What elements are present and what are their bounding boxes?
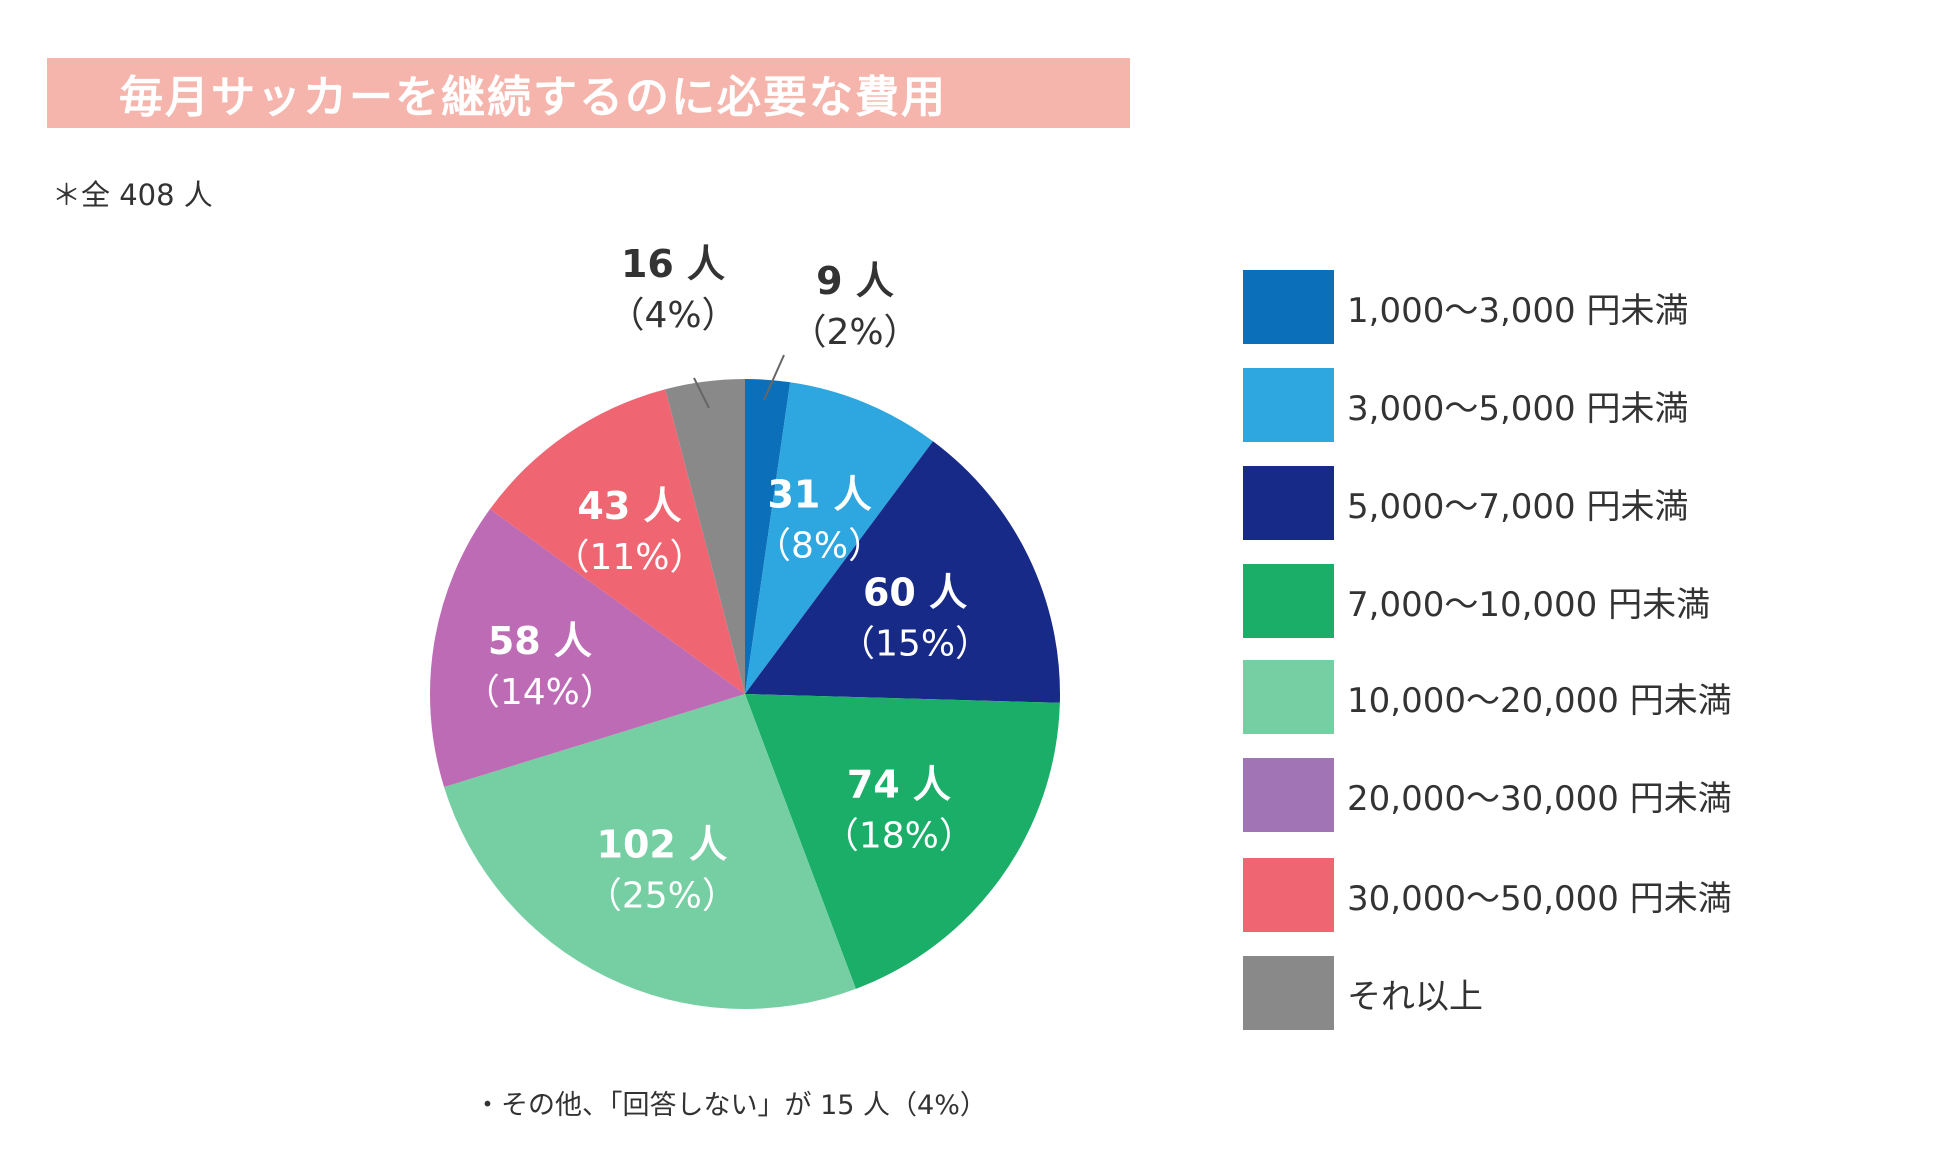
legend-label: 10,000〜20,000 円未満 bbox=[1347, 680, 1732, 721]
slice-count-label: 9 人 bbox=[816, 259, 894, 303]
slice-percent-label: （18%） bbox=[823, 816, 975, 857]
legend-swatch bbox=[1243, 758, 1334, 832]
total-respondents-note: ＊全 408 人 bbox=[52, 178, 213, 212]
legend-swatch bbox=[1243, 270, 1334, 344]
slice-percent-label: （25%） bbox=[586, 876, 738, 917]
pie-slice bbox=[745, 379, 791, 694]
leader-line bbox=[693, 377, 710, 409]
slice-count-label: 60 人 bbox=[863, 571, 967, 615]
legend-swatch bbox=[1243, 368, 1334, 442]
legend-item: 1,000〜3,000 円未満 bbox=[1243, 270, 1688, 344]
pie-slice bbox=[490, 389, 745, 694]
legend-item: それ以上 bbox=[1243, 956, 1483, 1030]
legend-swatch bbox=[1243, 858, 1334, 932]
legend-item: 7,000〜10,000 円未満 bbox=[1243, 564, 1710, 638]
pie-slice bbox=[745, 441, 1060, 703]
legend-item: 20,000〜30,000 円未満 bbox=[1243, 758, 1732, 832]
legend-swatch bbox=[1243, 956, 1334, 1030]
slice-percent-label: （15%） bbox=[839, 624, 991, 665]
legend-item: 10,000〜20,000 円未満 bbox=[1243, 660, 1732, 734]
legend-label: 5,000〜7,000 円未満 bbox=[1347, 486, 1689, 527]
legend-swatch bbox=[1243, 564, 1334, 638]
slice-percent-label: （14%） bbox=[464, 672, 616, 713]
legend-label: 7,000〜10,000 円未満 bbox=[1347, 584, 1711, 625]
legend-swatch bbox=[1243, 660, 1334, 734]
legend-item: 30,000〜50,000 円未満 bbox=[1243, 858, 1732, 932]
pie-slice bbox=[745, 694, 1060, 989]
chart-title: 毎月サッカーを継続するのに必要な費用 bbox=[119, 72, 947, 123]
slice-percent-label: （11%） bbox=[553, 537, 705, 578]
slice-count-label: 43 人 bbox=[577, 484, 681, 528]
legend-label: 1,000〜3,000 円未満 bbox=[1347, 290, 1689, 331]
footnote: ・その他、「回答しない」が 15 人（4%） bbox=[474, 1090, 987, 1121]
leader-lines bbox=[693, 354, 785, 409]
slice-labels: 9 人 （2%） 31 人 （8%） 60 人 （15%） 74 人 （18%） 102 人 （2… bbox=[464, 242, 991, 917]
legend-item: 5,000〜7,000 円未満 bbox=[1243, 466, 1688, 540]
slice-percent-label: （4%） bbox=[608, 295, 737, 336]
legend-label: それ以上 bbox=[1347, 976, 1483, 1017]
legend-label: 3,000〜5,000 円未満 bbox=[1347, 388, 1689, 429]
pie-slice bbox=[745, 382, 933, 694]
slice-percent-label: （8%） bbox=[755, 525, 884, 566]
slice-count-label: 58 人 bbox=[488, 619, 592, 663]
legend-label: 30,000〜50,000 円未満 bbox=[1347, 878, 1732, 919]
pie-slice bbox=[665, 379, 745, 694]
pie-slices bbox=[429, 379, 1060, 1009]
slice-count-label: 31 人 bbox=[767, 472, 871, 516]
slice-count-label: 102 人 bbox=[597, 823, 728, 867]
pie-slice bbox=[444, 694, 856, 1009]
title-banner: 毎月サッカーを継続するのに必要な費用 bbox=[47, 58, 1130, 128]
legend-label: 20,000〜30,000 円未満 bbox=[1347, 778, 1732, 819]
legend-item: 3,000〜5,000 円未満 bbox=[1243, 368, 1688, 442]
slice-count-label: 16 人 bbox=[621, 242, 725, 286]
pie-slice bbox=[429, 509, 745, 788]
slice-percent-label: （2%） bbox=[790, 312, 919, 353]
legend-swatch bbox=[1243, 466, 1334, 540]
slice-count-label: 74 人 bbox=[847, 763, 951, 807]
leader-line bbox=[763, 354, 785, 401]
